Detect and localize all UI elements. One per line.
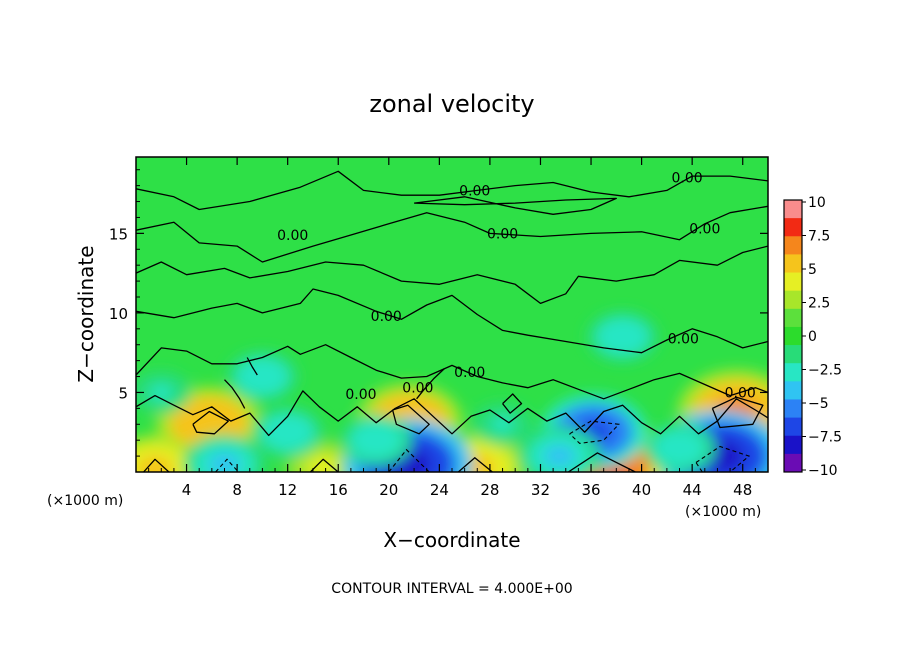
colorbar: 10 7.5 5 2.5 0 −2.5 −5 −7.5 −10 (783, 195, 842, 479)
field-core-17 (609, 327, 636, 347)
x-tick-label-48: 48 (733, 481, 752, 499)
contour-line-11 (143, 458, 170, 472)
contour-line-15 (224, 379, 246, 409)
x-tick-label-24: 24 (430, 481, 449, 499)
contour-line-10 (711, 396, 764, 429)
chart-title: zonal velocity (369, 90, 534, 118)
contour-line-16 (246, 357, 258, 376)
x-tick-label-16: 16 (329, 481, 348, 499)
x-tick-label-32: 32 (531, 481, 550, 499)
negative-contour-line-2 (388, 448, 430, 472)
contour-line-5 (136, 288, 768, 354)
colorbar-swatch-10 (784, 363, 802, 382)
contour-label-8: 0.00 (454, 365, 485, 381)
contour-line-7 (136, 390, 768, 437)
colorbar-swatch-7 (784, 308, 802, 328)
x-unit-label-left: (×1000 m) (47, 493, 123, 509)
contour-interval-note: CONTOUR INTERVAL = 4.000E+00 (331, 581, 572, 597)
x-axis: 4 8 12 16 20 24 28 32 36 40 44 48 (148, 157, 756, 499)
x-axis-label: X−coordinate (383, 528, 520, 552)
contour-label-4: 0.00 (277, 228, 308, 244)
colorbar-swatch-1 (784, 200, 802, 219)
plot-area: 0.00 0.00 0.00 0.00 0.00 0.00 0.00 0.00 0.00 0.00… (135, 156, 769, 473)
contour-line-9 (391, 404, 430, 435)
x-unit-label-right: (×1000 m) (685, 504, 761, 520)
contour-label-11: 0.00 (402, 381, 433, 397)
negative-contour-line-1 (569, 420, 620, 444)
colorbar-label-4: 2.5 (808, 296, 830, 312)
field-core-7 (307, 456, 339, 472)
x-tick-label-20: 20 (379, 481, 398, 499)
colorbar-label-2: 7.5 (808, 229, 830, 245)
contour-line-8 (192, 410, 229, 435)
contour-line-6 (136, 344, 768, 400)
colorbar-label-1: 10 (808, 195, 826, 211)
contour-labels: 0.00 0.00 0.00 0.00 0.00 0.00 0.00 0.00 0.00 0.00… (277, 171, 756, 403)
colorbar-label-5: 0 (808, 329, 817, 345)
field-core-18 (150, 384, 173, 401)
x-tick-label-8: 8 (232, 481, 242, 499)
colorbar-swatch-8 (784, 326, 802, 346)
colorbar-swatch-13 (784, 417, 802, 437)
y-tick-label-15: 15 (109, 225, 128, 243)
colorbar-label-9: −10 (808, 463, 838, 479)
contour-label-7: 0.00 (668, 331, 699, 347)
contour-line-1 (136, 170, 768, 211)
contour-label-3: 0.00 (487, 226, 518, 242)
colorbar-swatch-5 (784, 272, 802, 292)
y-tick-label-10: 10 (109, 305, 128, 323)
contour-line-13 (457, 457, 493, 472)
contour-label-1: 0.00 (459, 183, 490, 199)
colorbar-swatch-3 (784, 236, 802, 255)
contour-line-4 (136, 245, 768, 305)
contour-line-18 (502, 393, 523, 414)
contour-line-17 (416, 368, 445, 400)
contour-label-5: 0.00 (689, 222, 720, 238)
colorbar-swatch-14 (784, 435, 802, 455)
x-tick-label-4: 4 (182, 481, 192, 499)
contour-line-12 (309, 458, 339, 472)
colorbar-swatch-2 (784, 218, 802, 237)
x-tick-label-12: 12 (278, 481, 297, 499)
field-core-19 (491, 416, 514, 433)
y-axis-label: Z−coordinate (74, 245, 98, 382)
x-tick-label-44: 44 (683, 481, 702, 499)
contour-line-14 (567, 452, 636, 472)
colorbar-swatch-9 (784, 345, 802, 364)
field-core-12 (209, 453, 240, 472)
field-core-11 (249, 367, 276, 387)
colorbar-label-3: 5 (808, 262, 817, 278)
field-core-13 (544, 445, 575, 468)
colorbar-label-6: −2.5 (808, 363, 842, 379)
field-core-14 (362, 430, 390, 450)
colorbar-swatch-11 (784, 381, 802, 400)
contour-line-3 (136, 205, 768, 263)
x-tick-label-40: 40 (632, 481, 651, 499)
contour-line-2 (414, 196, 617, 215)
contour-label-9: 0.00 (345, 387, 376, 403)
colorbar-swatch-15 (784, 453, 802, 473)
x-tick-label-28: 28 (480, 481, 499, 499)
contour-label-2: 0.00 (672, 171, 703, 187)
colorbar-swatch-4 (784, 254, 802, 273)
field-core-15 (274, 422, 301, 442)
contour-label-10: 0.00 (725, 385, 756, 401)
colorbar-label-7: −5 (808, 396, 829, 412)
colorbar-swatch-6 (784, 290, 802, 310)
field-core-1 (189, 410, 229, 439)
contour-label-6: 0.00 (371, 309, 402, 325)
y-tick-label-5: 5 (118, 384, 128, 402)
colorbar-label-8: −7.5 (808, 430, 842, 446)
y-axis: 5 10 15 (109, 169, 768, 457)
negative-contour-line-4 (215, 458, 239, 472)
x-tick-label-36: 36 (581, 481, 600, 499)
contour-lines (136, 170, 768, 472)
colorbar-swatch-12 (784, 399, 802, 418)
negative-contour-line-3 (695, 445, 751, 472)
field-core-16 (666, 438, 693, 458)
